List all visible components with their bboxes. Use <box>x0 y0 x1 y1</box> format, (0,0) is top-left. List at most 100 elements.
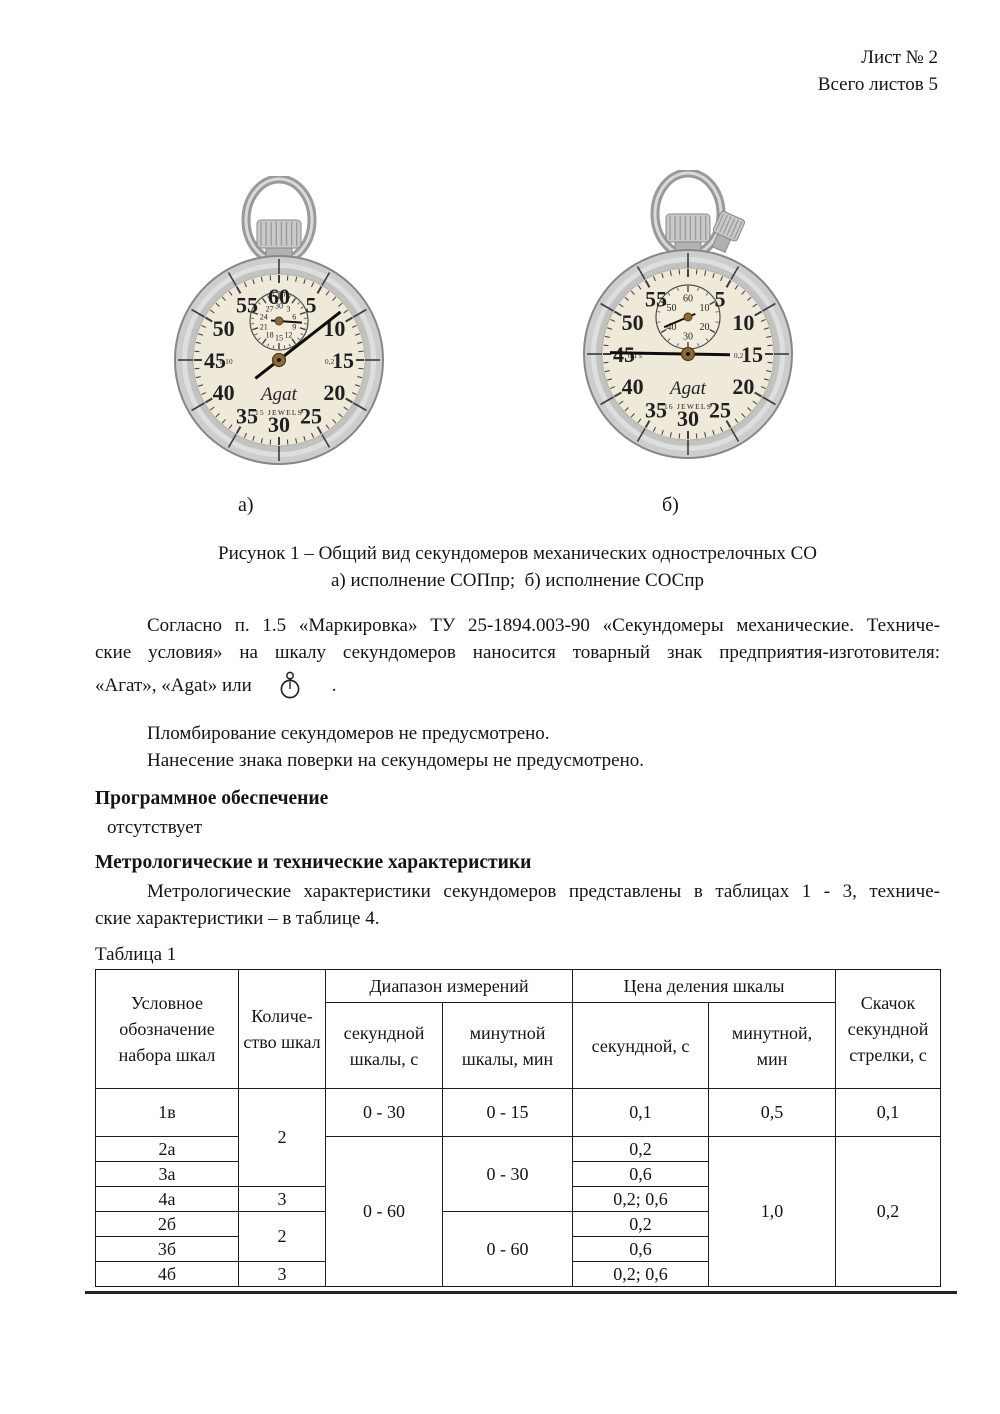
figure-caption-line2: а) исполнение СОПпр; б) исполнение СОСпр <box>330 570 705 591</box>
sentence-period: . <box>331 675 337 696</box>
table-cell: 3 <box>238 1186 326 1212</box>
paragraph-line: ские условия» на шкалу секундомеров нано… <box>95 642 940 663</box>
subdial-numeral: 18 <box>266 330 274 339</box>
tick-marks <box>587 253 789 455</box>
table-cell: 0,2 <box>835 1136 941 1287</box>
dial-numeral: 20 <box>323 380 345 405</box>
table-cell: 4а <box>95 1186 239 1212</box>
table-cell: 2 <box>238 1211 326 1262</box>
table-cell: 2 <box>238 1088 326 1187</box>
subdial-numeral: 24 <box>260 313 268 322</box>
group-header-range: Диапазон измерений <box>325 969 573 1003</box>
figure-caption-line1: Рисунок 1 – Общий вид секундомеров механ… <box>218 543 817 564</box>
table-cell: 0,2 <box>572 1211 709 1237</box>
dial-numeral: 25 <box>300 403 322 428</box>
side-button <box>711 210 746 253</box>
table-label: Таблица 1 <box>95 944 177 965</box>
table-cell: 3б <box>95 1236 239 1262</box>
col-header-minutes-scale: минутной шкалы, мин <box>442 1002 573 1089</box>
table-cell: 0,1 <box>572 1088 709 1137</box>
dial-mark-right: 0,2 s <box>734 351 748 360</box>
crown-button <box>256 219 302 261</box>
col-header-count: Количе- ство шкал <box>238 969 326 1089</box>
brand-name: Agat <box>259 384 298 405</box>
metrology-heading: Метрологические и технические характерис… <box>95 852 532 873</box>
paragraph-line: «Агат», «Agat» или . <box>95 670 940 700</box>
marking-paragraph: Согласно п. 1.5 «Маркировка» ТУ 25-1894.… <box>95 612 940 700</box>
table-cell: 0 - 15 <box>442 1088 573 1137</box>
dial-numeral: 40 <box>622 374 644 399</box>
table-cell: 0,5 <box>708 1088 836 1137</box>
dial-numeral: 10 <box>323 316 345 341</box>
table-cell: 2а <box>95 1136 239 1162</box>
table-cell: 0,2; 0,6 <box>572 1186 709 1212</box>
table-cell: 0 - 60 <box>442 1211 573 1287</box>
subdial-numeral: 15 <box>275 334 283 343</box>
table-cell: 3 <box>238 1261 326 1287</box>
col-header-seconds-scale: секундной шкалы, с <box>325 1002 443 1089</box>
dial-mark-left: 0.10 <box>219 357 232 366</box>
group-header-division: Цена деления шкалы <box>572 969 836 1003</box>
col-header-minutes-division: минутной, мин <box>708 1002 836 1089</box>
brand-name: Agat <box>668 378 707 399</box>
table-cell: 0,2 <box>572 1136 709 1162</box>
subdial-numeral: 60 <box>683 294 693 305</box>
subdial-numeral: 21 <box>260 322 268 331</box>
figure-label-b: б) <box>662 494 679 516</box>
dial-numeral: 5 <box>715 287 726 312</box>
table-1-scale-sets: Условное обозначение набора шкал Количе-… <box>95 969 941 1287</box>
subdial-numeral: 3 <box>286 305 290 314</box>
sheet-info: Лист № 2 Всего листов 5 <box>818 44 938 98</box>
dial-numeral: 45 <box>613 342 635 367</box>
jewels-label: 15 JEWELS <box>255 408 303 417</box>
dial-numeral: 35 <box>236 403 258 428</box>
dial-numeral: 60 <box>268 284 290 309</box>
dial-numeral: 55 <box>645 287 667 312</box>
table-cell: 0,6 <box>572 1236 709 1262</box>
subdial-numeral: 30 <box>275 302 283 311</box>
dial-numeral: 35 <box>645 397 667 422</box>
dial-numeral: 40 <box>213 380 235 405</box>
stopwatch-trademark-icon <box>280 671 300 699</box>
metrology-paragraph: Метрологические характеристики секундоме… <box>95 878 940 932</box>
tick-marks <box>178 259 380 461</box>
subdial-numeral: 40 <box>667 322 677 333</box>
subdial-numeral: 6 <box>292 313 296 322</box>
dial-numeral: 20 <box>732 374 754 399</box>
table-cell: 4б <box>95 1261 239 1287</box>
subdial-numeral: 9 <box>292 322 296 331</box>
col-header-designation: Условное обозначение набора шкал <box>95 969 239 1089</box>
second-hand <box>609 351 731 357</box>
software-heading: Программное обеспечение <box>95 788 329 809</box>
dial-mark-left: 0,1 s <box>628 351 642 360</box>
table-cell: 0 - 30 <box>325 1088 443 1137</box>
notes-block: Пломбирование секундомеров не предусмотр… <box>95 720 940 774</box>
table-cell: 1в <box>95 1088 239 1137</box>
figure-caption: Рисунок 1 – Общий вид секундомеров механ… <box>95 540 940 594</box>
table-cell: 1,0 <box>708 1136 836 1287</box>
dial-mark-right: 0,2 s <box>325 357 339 366</box>
page-bottom-rule <box>85 1291 957 1294</box>
dial-numeral: 50 <box>622 310 644 335</box>
note-sealing: Пломбирование секундомеров не предусмотр… <box>147 723 550 744</box>
sheet-number: Лист № 2 <box>861 47 938 68</box>
subdial: 60 10 20 30 40 50 <box>655 284 721 350</box>
subdial-numeral: 50 <box>667 303 677 314</box>
subdial-numeral: 12 <box>284 330 292 339</box>
dial-numeral: 10 <box>732 310 754 335</box>
subdial-numeral: 27 <box>266 305 274 314</box>
dial-numeral: 30 <box>268 412 290 437</box>
dial-numeral: 15 <box>332 348 354 373</box>
trademark-text: «Агат», «Agat» или <box>95 675 252 696</box>
figure-label-a: а) <box>238 494 254 516</box>
sheet-total: Всего листов 5 <box>817 74 938 95</box>
second-hand <box>254 310 342 380</box>
dial-numeral: 15 <box>741 342 763 367</box>
table-cell: 0 - 60 <box>325 1136 443 1287</box>
dial-numeral: 30 <box>677 406 699 431</box>
dial-numeral: 5 <box>306 293 317 318</box>
